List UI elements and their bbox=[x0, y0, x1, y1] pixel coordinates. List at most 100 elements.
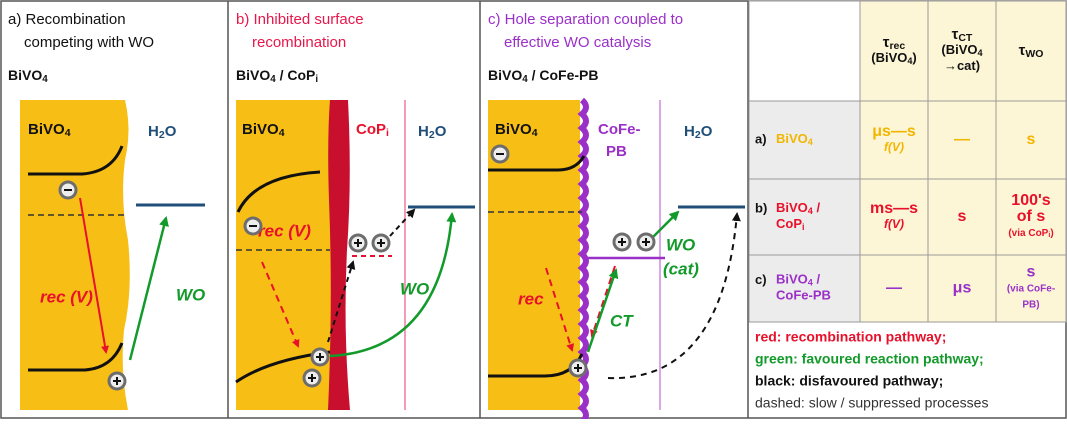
text-run: — bbox=[954, 131, 970, 148]
electron bbox=[59, 181, 78, 200]
panel-title: recombination bbox=[252, 34, 346, 51]
table-text: BiVO4 / bbox=[776, 200, 820, 216]
text-run: 4 bbox=[42, 74, 48, 85]
transfer-label: CT bbox=[610, 311, 634, 330]
text-run: O bbox=[701, 123, 713, 140]
recombination-label: rec (V) bbox=[258, 221, 311, 240]
text-run: BiVO bbox=[776, 131, 808, 146]
table-text: (BiVO4 bbox=[941, 42, 983, 58]
text-run: (via CoFe- bbox=[1007, 283, 1055, 294]
panel-heading: BiVO4 bbox=[8, 67, 48, 85]
panel-title: a) Recombination bbox=[8, 11, 126, 28]
catalyst-layer bbox=[328, 100, 350, 410]
panel-title: b) Inhibited surface bbox=[236, 11, 364, 28]
catalyst-label: PB bbox=[606, 143, 627, 160]
text-run: BiVO bbox=[8, 67, 42, 83]
hole bbox=[637, 233, 656, 252]
text-run: s bbox=[1027, 131, 1036, 148]
text-run: f(V) bbox=[884, 140, 904, 154]
text-run: O bbox=[435, 123, 447, 140]
hole bbox=[311, 348, 330, 367]
table-text: CoPi bbox=[776, 216, 805, 232]
row-prefix: c) bbox=[755, 272, 767, 287]
table-text: BiVO4 / bbox=[776, 272, 820, 288]
text-run: s bbox=[958, 208, 967, 225]
catalyst-label: CoPi bbox=[356, 121, 389, 139]
text-run: / CoFe-PB bbox=[528, 67, 599, 83]
panel-heading: BiVO4 / CoPi bbox=[236, 67, 318, 85]
text-run: f(V) bbox=[884, 217, 904, 231]
table-text: f(V) bbox=[884, 140, 904, 154]
text-run: →cat) bbox=[944, 58, 980, 73]
text-run: 4 bbox=[532, 127, 538, 139]
panel-title: c) Hole separation coupled to bbox=[488, 11, 683, 28]
text-run: / CoP bbox=[276, 67, 316, 83]
legend-entry: green: favoured reaction pathway; bbox=[755, 351, 984, 367]
text-run: O bbox=[165, 123, 177, 140]
text-run: H bbox=[148, 123, 159, 140]
text-run: BiVO bbox=[488, 67, 522, 83]
text-run: / bbox=[813, 272, 821, 287]
text-run: BiVO bbox=[28, 121, 65, 138]
text-run: (via CoP bbox=[1008, 228, 1048, 239]
text-run: 4 bbox=[279, 127, 285, 139]
text-run: BiVO bbox=[236, 67, 270, 83]
hole bbox=[303, 369, 322, 388]
text-run: PB) bbox=[1022, 299, 1039, 310]
row-prefix: b) bbox=[755, 200, 767, 215]
text-run: ) bbox=[912, 50, 916, 65]
text-run: i bbox=[386, 127, 389, 139]
hole bbox=[108, 372, 127, 391]
text-run: WO bbox=[1025, 48, 1043, 60]
semiconductor-region bbox=[20, 100, 130, 410]
text-run: 100's bbox=[1011, 192, 1051, 209]
text-run: CoFe- bbox=[598, 121, 641, 138]
text-run: i bbox=[315, 74, 318, 85]
text-run: CoP bbox=[356, 121, 386, 138]
reaction-label: WO bbox=[176, 285, 205, 304]
table-text: s bbox=[958, 208, 967, 225]
table-text: μs—s bbox=[872, 123, 916, 140]
table-text: μs bbox=[953, 280, 972, 297]
text-run: μs—s bbox=[872, 123, 916, 140]
hole bbox=[569, 359, 588, 378]
text-run: CoP bbox=[776, 216, 802, 231]
table-text: CoFe-PB bbox=[776, 288, 831, 303]
text-run: 4 bbox=[65, 127, 71, 139]
semiconductor-label: BiVO4 bbox=[28, 121, 71, 139]
table-text: (via CoFe- bbox=[1007, 283, 1055, 294]
panel-title: effective WO catalysis bbox=[504, 34, 651, 51]
semiconductor-label: BiVO4 bbox=[242, 121, 285, 139]
text-run: s bbox=[1027, 264, 1036, 281]
text-run: H bbox=[418, 123, 429, 140]
recombination-label: rec (V) bbox=[40, 287, 93, 306]
text-run: ms—s bbox=[870, 200, 918, 217]
text-run: of s bbox=[1017, 208, 1046, 225]
text-run: H bbox=[684, 123, 695, 140]
reaction-label: (cat) bbox=[663, 259, 699, 278]
hole bbox=[372, 234, 391, 253]
text-run: CoFe-PB bbox=[776, 288, 831, 303]
legend-entry: red: recombination pathway; bbox=[755, 329, 946, 345]
legend-entry: black: disfavoured pathway; bbox=[755, 373, 943, 389]
text-run: μs bbox=[953, 280, 972, 297]
table-text: f(V) bbox=[884, 217, 904, 231]
text-run: ) bbox=[1050, 228, 1053, 239]
table-text: — bbox=[954, 131, 970, 148]
hole bbox=[349, 234, 368, 253]
electron bbox=[491, 145, 510, 164]
catalyst-label: CoFe- bbox=[598, 121, 641, 138]
reaction-label: WO bbox=[666, 235, 695, 254]
reaction-label: WO bbox=[400, 279, 429, 298]
row-prefix: a) bbox=[755, 131, 767, 146]
text-run: i bbox=[802, 222, 805, 232]
table-text: PB) bbox=[1022, 299, 1039, 310]
table-text: ms—s bbox=[870, 200, 918, 217]
text-run: BiVO bbox=[776, 200, 808, 215]
table-text: — bbox=[886, 280, 902, 297]
legend-entry: dashed: slow / suppressed processes bbox=[755, 395, 988, 411]
text-run: / bbox=[813, 200, 821, 215]
semiconductor-label: BiVO4 bbox=[495, 121, 538, 139]
text-run: (BiVO bbox=[941, 42, 977, 57]
text-run: BiVO bbox=[495, 121, 532, 138]
